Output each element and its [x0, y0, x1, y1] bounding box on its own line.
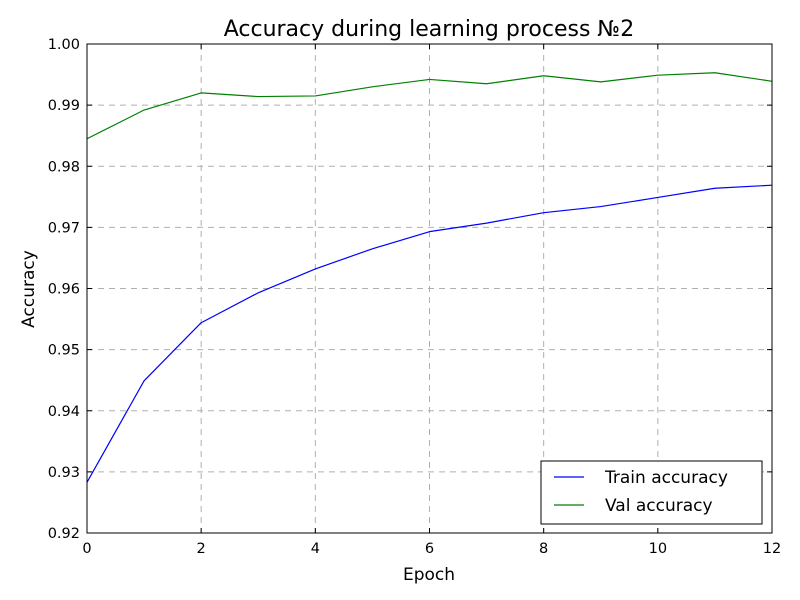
- series-lines: [86, 72, 773, 483]
- series-line-val-accuracy: [86, 72, 773, 140]
- legend-label: Val accuracy: [605, 496, 713, 516]
- x-tick-label: 12: [763, 541, 781, 557]
- series-line-train-accuracy: [86, 184, 773, 483]
- y-tick-label: 0.95: [48, 343, 80, 359]
- y-tick-label: 0.97: [48, 220, 80, 236]
- legend-box: [540, 460, 763, 525]
- axis-ticks: 0 2 4 6 8 10 12 0.92 0.93 0.94 0.95 0.96 0.97 0.98 0.9…: [48, 37, 782, 557]
- y-tick-label: 0.98: [48, 159, 80, 175]
- y-tick-label: 0.93: [48, 465, 80, 481]
- legend: Train accuracy Val accuracy: [540, 460, 763, 525]
- x-tick-label: 10: [649, 541, 667, 557]
- y-tick-label: 0.99: [48, 98, 80, 114]
- y-tick-label: 1.00: [48, 37, 80, 53]
- y-tick-label: 0.96: [48, 282, 80, 298]
- y-axis-label: Accuracy: [19, 250, 39, 328]
- x-axis-label: Epoch: [403, 565, 455, 585]
- x-tick-label: 6: [425, 541, 434, 557]
- x-tick-label: 8: [539, 541, 548, 557]
- x-tick-label: 2: [197, 541, 206, 557]
- chart-title: Accuracy during learning process №2: [224, 17, 635, 42]
- legend-label: Train accuracy: [604, 468, 728, 488]
- x-tick-label: 4: [311, 541, 320, 557]
- y-tick-label: 0.92: [48, 526, 80, 542]
- y-tick-label: 0.94: [48, 404, 80, 420]
- x-tick-label: 0: [82, 541, 91, 557]
- grid-lines: [87, 44, 772, 533]
